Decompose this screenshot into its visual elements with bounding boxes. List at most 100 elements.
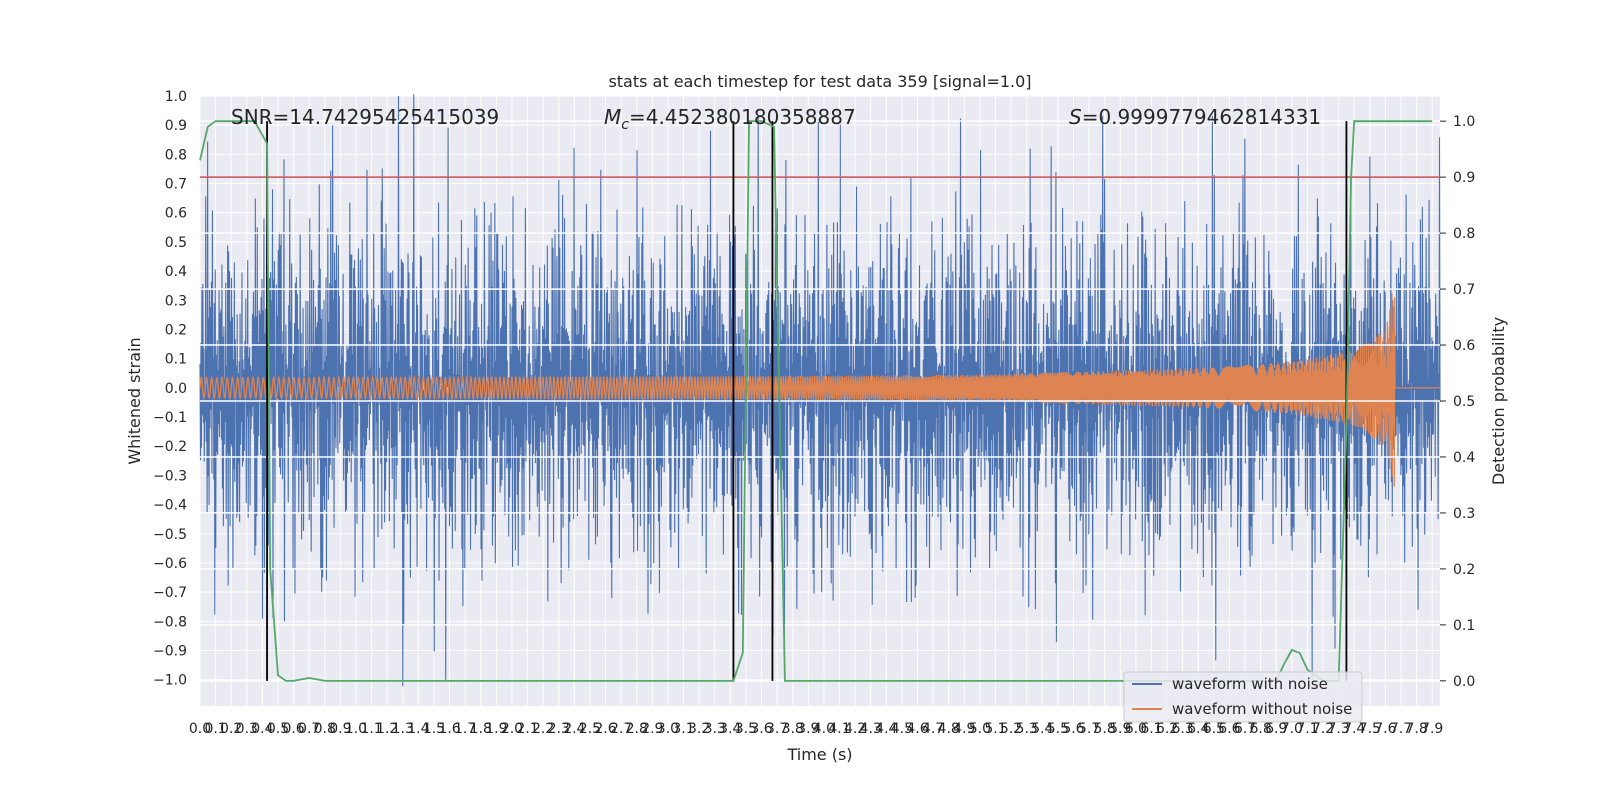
- x-tick-label: 2.8: [626, 721, 648, 737]
- x-tick-label: 4.0: [813, 721, 835, 737]
- x-tick-label: 3.5: [735, 721, 757, 737]
- x-tick-label: 4.4: [875, 721, 897, 737]
- x-tick-label: 5.2: [1000, 721, 1022, 737]
- x-tick-label: 2.2: [532, 721, 554, 737]
- y-tick-label: 0.5: [165, 235, 187, 251]
- y-tick-label: 0.0: [165, 381, 187, 397]
- y-tick-label: −0.3: [153, 468, 187, 484]
- x-tick-label: 0.9: [329, 721, 351, 737]
- y2-tick-label: 0.4: [1453, 450, 1475, 466]
- x-tick-label: 4.3: [860, 721, 882, 737]
- y2-tick-label: 0.1: [1453, 618, 1475, 634]
- x-tick-label: 0.6: [282, 721, 304, 737]
- x-tick-label: 6.7: [1234, 721, 1256, 737]
- x-tick-label: 2.1: [516, 721, 538, 737]
- x-tick-label: 4.6: [906, 721, 928, 737]
- y-tick-label: −0.4: [153, 498, 187, 514]
- x-tick-label: 7.8: [1405, 721, 1427, 737]
- x-tick-label: 1.6: [438, 721, 460, 737]
- y-tick-label: 0.8: [165, 147, 187, 163]
- y2-tick-label: 0.9: [1453, 170, 1475, 186]
- x-tick-label: 7.7: [1390, 721, 1412, 737]
- x-tick-label: 2.4: [563, 721, 585, 737]
- y2-tick-label: 0.2: [1453, 562, 1475, 578]
- x-tick-label: 3.1: [672, 721, 694, 737]
- x-tick-label: 7.5: [1359, 721, 1381, 737]
- x-tick-label: 0.3: [236, 721, 258, 737]
- y-tick-label: 0.7: [165, 177, 187, 193]
- x-tick-label: 3.8: [782, 721, 804, 737]
- chirp-mass-value: =4.452380180358887: [629, 105, 856, 129]
- x-tick-label: 2.7: [610, 721, 632, 737]
- legend-label-noise: waveform with noise: [1172, 675, 1328, 693]
- x-tick-label: 5.5: [1047, 721, 1069, 737]
- x-tick-label: 0.1: [204, 721, 226, 737]
- y2-tick-label: 0.0: [1453, 674, 1475, 690]
- x-tick-label: 6.6: [1218, 721, 1240, 737]
- x-tick-label: 5.6: [1062, 721, 1084, 737]
- y2-tick-label: 0.7: [1453, 282, 1475, 298]
- x-tick-label: 7.3: [1327, 721, 1349, 737]
- x-tick-label: 5.8: [1094, 721, 1116, 737]
- x-tick-label: 6.1: [1140, 721, 1162, 737]
- x-tick-label: 3.9: [797, 721, 819, 737]
- x-tick-label: 1.3: [392, 721, 414, 737]
- x-tick-label: 0.7: [298, 721, 320, 737]
- x-tick-label: 0.4: [251, 721, 273, 737]
- x-tick-label: 4.1: [828, 721, 850, 737]
- y-tick-label: 0.4: [165, 264, 187, 280]
- y-tick-label: 0.1: [165, 352, 187, 368]
- chart-title: stats at each timestep for test data 359…: [608, 72, 1031, 91]
- x-tick-label: 1.8: [470, 721, 492, 737]
- y2-tick-label: 1.0: [1453, 114, 1475, 130]
- x-tick-label: 2.0: [501, 721, 523, 737]
- x-tick-label: 5.1: [984, 721, 1006, 737]
- y-tick-label: −0.2: [153, 439, 187, 455]
- y-axis-ticks: 1.0 0.9 0.8 0.7 0.6 0.5 0.4 0.3 0.2 0.1 0.0 −0.1 −0.…: [153, 89, 187, 689]
- x-tick-label: 4.7: [922, 721, 944, 737]
- x-tick-label: 3.3: [704, 721, 726, 737]
- chirp-mass-annotation: Mc=4.452380180358887: [604, 105, 856, 133]
- x-tick-label: 5.0: [969, 721, 991, 737]
- legend-box: [1123, 671, 1363, 723]
- y2-axis-label: Detection probability: [1489, 317, 1508, 485]
- x-tick-label: 4.9: [953, 721, 975, 737]
- x-tick-label: 0.5: [267, 721, 289, 737]
- x-tick-label: 1.9: [485, 721, 507, 737]
- x-tick-label: 1.5: [423, 721, 445, 737]
- y2-tick-label: 0.6: [1453, 338, 1475, 354]
- legend: waveform with noise waveform without noi…: [1123, 671, 1363, 723]
- x-tick-label: 2.9: [641, 721, 663, 737]
- x-tick-label: 3.0: [657, 721, 679, 737]
- y2-axis-ticks: 1.0 0.9 0.8 0.7 0.6 0.5 0.4 0.3 0.2 0.1 0.0: [1440, 114, 1475, 690]
- y2-tick-label: 0.5: [1453, 394, 1475, 410]
- x-tick-label: 5.7: [1078, 721, 1100, 737]
- noise-trace: [199, 94, 1441, 687]
- x-tick-label: 0.8: [314, 721, 336, 737]
- x-tick-label: 6.3: [1172, 721, 1194, 737]
- x-tick-label: 2.6: [594, 721, 616, 737]
- y-tick-label: −0.5: [153, 527, 187, 543]
- clean-trace: [199, 293, 1440, 487]
- x-tick-label: 4.2: [844, 721, 866, 737]
- y-tick-label: −0.8: [153, 614, 187, 630]
- x-tick-label: 1.7: [454, 721, 476, 737]
- chirp-mass-symbol: M: [604, 105, 621, 129]
- x-axis-label: Time (s): [786, 745, 852, 764]
- x-tick-label: 7.4: [1343, 721, 1365, 737]
- y-tick-label: −0.1: [153, 410, 187, 426]
- legend-label-clean: waveform without noise: [1172, 700, 1352, 718]
- significance-symbol: S: [1069, 105, 1082, 129]
- x-tick-label: 5.9: [1109, 721, 1131, 737]
- x-tick-label: 7.9: [1421, 721, 1443, 737]
- x-tick-label: 5.4: [1031, 721, 1053, 737]
- x-tick-label: 6.8: [1249, 721, 1271, 737]
- x-tick-label: 3.4: [719, 721, 741, 737]
- series-waveform-without-noise: [199, 293, 1440, 487]
- x-tick-label: 0.0: [189, 721, 211, 737]
- y-tick-label: 0.3: [165, 293, 187, 309]
- x-tick-label: 6.2: [1156, 721, 1178, 737]
- x-tick-label: 6.5: [1203, 721, 1225, 737]
- x-tick-label: 1.4: [407, 721, 429, 737]
